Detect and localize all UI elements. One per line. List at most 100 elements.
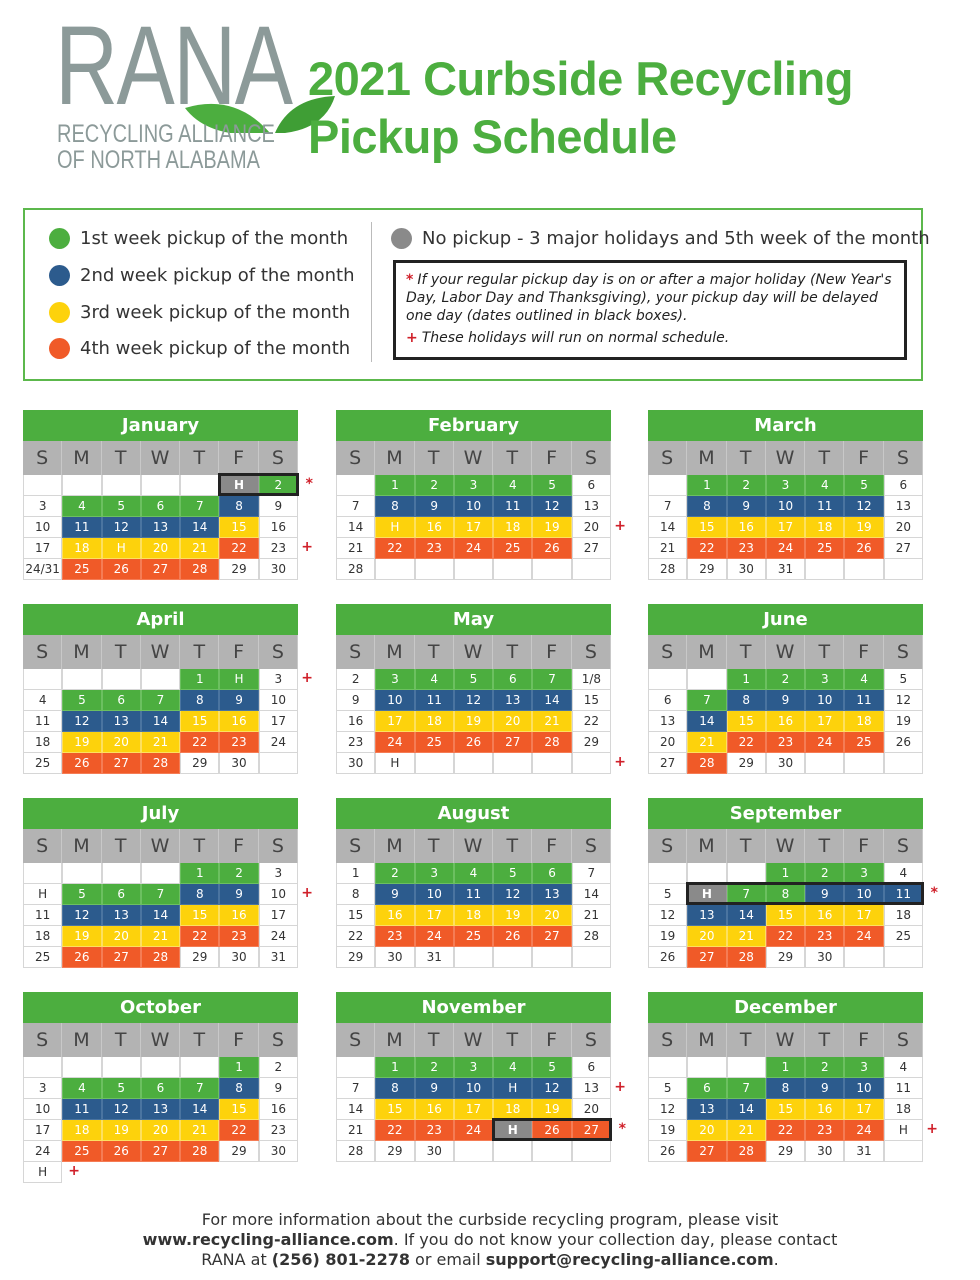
week-row: 5 H 7 8 9 10 11 * <box>648 882 938 905</box>
footer-line-1: For more information about the curbside … <box>201 1210 779 1229</box>
day-cell: 15 <box>687 517 727 538</box>
day-cell: 14 <box>180 517 220 538</box>
day-cell: 21 <box>726 1120 766 1141</box>
day-cell: 2 <box>258 475 298 496</box>
week-row: 13 14 15 16 17 18 19 <box>648 711 923 732</box>
weekday-label: W <box>766 441 806 475</box>
day-cell: 17 <box>23 538 63 559</box>
day-cell: 24 <box>805 732 845 753</box>
legend-divider <box>371 222 372 362</box>
day-cell: 5 <box>453 669 494 690</box>
day-cell: 14 <box>140 905 181 926</box>
day-cell <box>180 475 220 496</box>
day-cell: 24 <box>258 926 298 947</box>
weekday-label: T <box>102 1023 141 1057</box>
day-cell: 23 <box>414 538 454 559</box>
day-cell: 25 <box>805 538 845 559</box>
plus-icon: + <box>926 1121 938 1137</box>
day-cell: 18 <box>883 1099 923 1120</box>
page-title: 2021 Curbside Recycling Pickup Schedule <box>308 50 853 166</box>
day-cell: 1 <box>219 1057 259 1078</box>
day-cell: 9 <box>414 1078 454 1099</box>
day-cell <box>648 669 688 690</box>
day-cell: 20 <box>140 538 181 559</box>
day-cell: 10 <box>844 1078 884 1099</box>
asterisk-icon: * <box>305 476 313 492</box>
day-cell <box>883 753 923 774</box>
day-cell: 14 <box>532 690 572 711</box>
day-cell: 8 <box>726 690 766 711</box>
day-cell: 23 <box>375 926 415 947</box>
day-cell: 20 <box>687 926 727 947</box>
email-link[interactable]: support@recycling-alliance.com <box>485 1250 774 1269</box>
day-cell: 27 <box>687 1141 727 1162</box>
day-cell: 13 <box>101 905 141 926</box>
day-cell: 13 <box>687 1099 727 1120</box>
day-cell: 15 <box>180 711 220 732</box>
day-cell: 20 <box>532 905 572 926</box>
month-title: January <box>23 410 298 441</box>
day-cell: 2 <box>375 863 415 884</box>
day-cell <box>140 475 181 496</box>
weekday-label: T <box>493 1023 533 1057</box>
week-row: 9 10 11 12 13 14 15 <box>336 690 611 711</box>
day-cell: 7 <box>140 884 181 905</box>
day-cell: 17 <box>258 905 298 926</box>
day-cell: 2 <box>765 669 806 690</box>
weekday-label: T <box>180 1023 220 1057</box>
month-may: May S M T W T F S 2 3 4 5 6 7 1/8 9 10 11 12 13 14 15 16 17 18 19… <box>336 604 626 774</box>
week-row: 19 20 21 22 23 24 25 <box>648 926 923 947</box>
day-cell: 14 <box>726 1099 766 1120</box>
day-cell: 20 <box>883 517 923 538</box>
day-cell: 24 <box>414 926 454 947</box>
website-link[interactable]: www.recycling-alliance.com <box>142 1230 394 1249</box>
day-cell <box>883 947 923 968</box>
day-cell: 29 <box>375 1141 415 1162</box>
day-cell: 24 <box>453 538 494 559</box>
day-cell: 29 <box>765 1141 806 1162</box>
day-cell: 18 <box>23 732 63 753</box>
legend-no-pickup: No pickup - 3 major holidays and 5th wee… <box>391 228 930 249</box>
day-cell: H <box>219 669 259 690</box>
weekday-label: S <box>572 1023 611 1057</box>
phone-number[interactable]: (256) 801-2278 <box>271 1250 410 1269</box>
weekday-label: S <box>648 441 688 475</box>
month-december: December S M T W T F S 1 2 3 4 5 6 7 8 9 10 11 12 13 14 15 16 17… <box>648 992 938 1162</box>
day-cell: 18 <box>414 711 454 732</box>
week-row: 12 13 14 15 16 17 18 <box>648 1099 923 1120</box>
month-title: May <box>336 604 611 635</box>
week-row: 18 19 20 21 22 23 24 <box>23 926 298 947</box>
day-cell: 17 <box>453 1099 494 1120</box>
day-cell: 24 <box>375 732 415 753</box>
weekday-label: S <box>23 441 63 475</box>
day-cell: 15 <box>375 1099 415 1120</box>
title-line-1: 2021 Curbside Recycling <box>308 52 853 105</box>
weekday-label: M <box>687 441 727 475</box>
day-cell: 7 <box>571 863 611 884</box>
day-cell: 16 <box>258 1099 298 1120</box>
day-cell: 3 <box>765 475 806 496</box>
day-cell: 11 <box>493 496 533 517</box>
day-cell: 25 <box>62 1141 102 1162</box>
day-cell: 3 <box>258 669 298 690</box>
day-cell: 9 <box>726 496 766 517</box>
gray-dot-icon <box>391 228 412 249</box>
weekday-label: M <box>62 1023 102 1057</box>
weekday-label: M <box>687 829 727 863</box>
day-cell: 23 <box>805 1120 845 1141</box>
day-cell: 10 <box>805 690 845 711</box>
day-cell: 7 <box>180 496 220 517</box>
month-january: January S M T W T F S H 2 * 3 4 5 6 7 8 9 10 11 12 13 14 15 16 17… <box>23 410 313 580</box>
day-cell: 17 <box>844 905 884 926</box>
day-cell <box>687 863 727 884</box>
day-cell: 30 <box>765 753 806 774</box>
month-title: October <box>23 992 298 1023</box>
week-row: 2 3 4 5 6 7 1/8 <box>336 669 611 690</box>
